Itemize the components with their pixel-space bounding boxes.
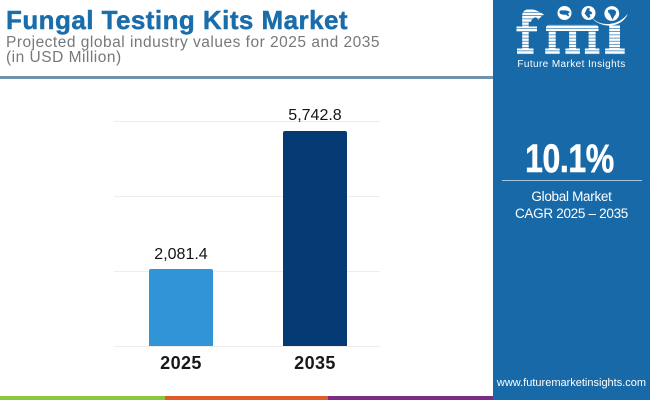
svg-text:Future Market Insights: Future Market Insights	[517, 59, 625, 70]
